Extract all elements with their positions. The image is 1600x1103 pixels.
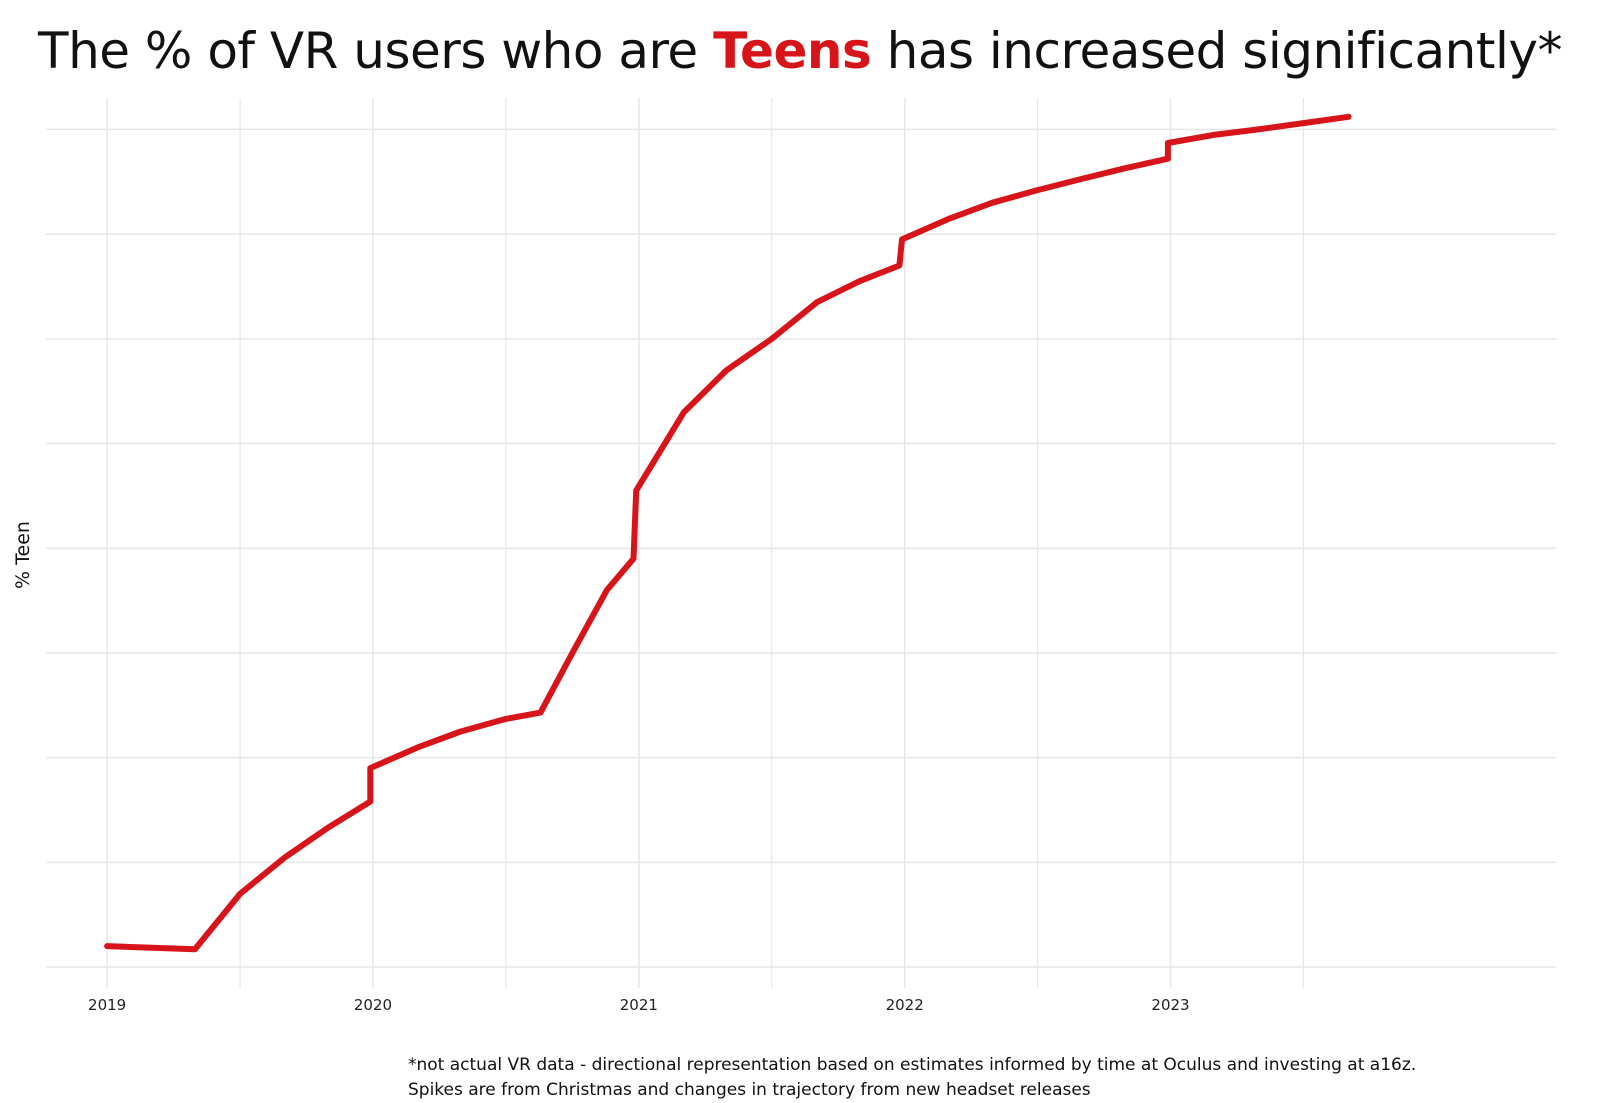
title-highlight: Teens xyxy=(713,22,872,80)
series-layer xyxy=(104,113,1352,953)
x-tick-label: 2022 xyxy=(886,996,924,1014)
x-axis-ticks: 2019 2020 2021 2022 2023 xyxy=(88,996,1190,1014)
title-before: The % of VR users who are xyxy=(38,22,714,80)
chart-title: The % of VR users who are Teens has incr… xyxy=(0,22,1600,80)
x-tick-label: 2020 xyxy=(354,996,392,1014)
x-tick-label: 2023 xyxy=(1151,996,1189,1014)
footnote: *not actual VR data - directional repres… xyxy=(408,1053,1416,1103)
footnote-line-2: Spikes are from Christmas and changes in… xyxy=(408,1080,1091,1100)
footnote-line-1: *not actual VR data - directional repres… xyxy=(408,1055,1417,1075)
line-chart: 2019 2020 2021 2022 2023 xyxy=(46,98,1556,1014)
title-after: has increased significantly* xyxy=(871,22,1563,80)
gridlines xyxy=(46,98,1556,988)
series-line xyxy=(104,113,1352,953)
x-tick-label: 2019 xyxy=(88,996,126,1014)
x-tick-label: 2021 xyxy=(620,996,658,1014)
